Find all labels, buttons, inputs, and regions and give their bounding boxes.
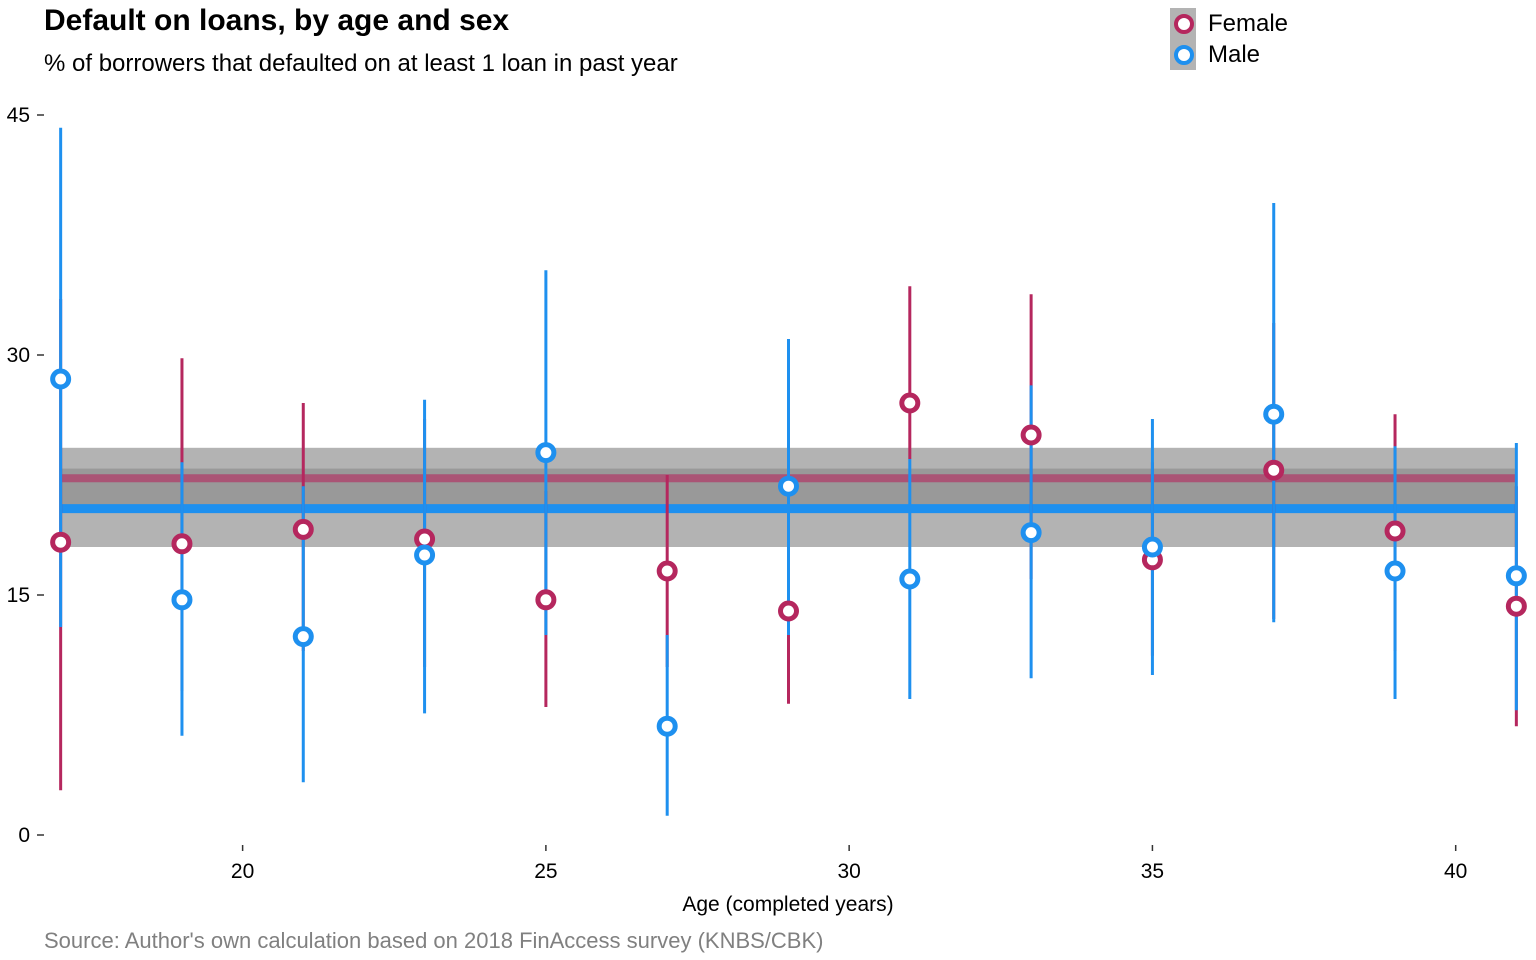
x-axis: 20 25 30 35 40 bbox=[231, 845, 1467, 883]
data-point bbox=[1505, 595, 1527, 617]
legend-item-male: Male bbox=[1170, 39, 1288, 70]
source-caption: Source: Author's own calculation based o… bbox=[44, 928, 824, 953]
data-point bbox=[414, 544, 436, 566]
chart-subtitle: % of borrowers that defaulted on at leas… bbox=[44, 50, 678, 77]
data-point bbox=[171, 533, 193, 555]
data-point bbox=[1384, 520, 1406, 542]
data-point bbox=[50, 531, 72, 553]
legend-item-female: Female bbox=[1170, 8, 1288, 39]
data-point bbox=[171, 589, 193, 611]
data-point bbox=[1141, 536, 1163, 558]
data-point bbox=[778, 475, 799, 497]
legend-label-male: Male bbox=[1208, 40, 1261, 68]
y-tick-label: 45 bbox=[7, 104, 30, 127]
x-tick-label: 25 bbox=[534, 860, 557, 883]
data-point bbox=[535, 442, 557, 464]
data-point bbox=[1384, 560, 1406, 582]
x-tick-label: 40 bbox=[1444, 860, 1467, 883]
data-point bbox=[899, 392, 921, 414]
data-point bbox=[292, 626, 314, 648]
data-point bbox=[1505, 565, 1527, 587]
data-point bbox=[656, 715, 678, 737]
data-point bbox=[899, 568, 921, 590]
data-point bbox=[535, 589, 557, 611]
legend-key-female bbox=[1170, 8, 1196, 39]
legend: Female Male bbox=[1170, 8, 1288, 70]
data-point bbox=[656, 560, 678, 582]
x-tick-label: 35 bbox=[1141, 860, 1164, 883]
points-male bbox=[50, 368, 1527, 737]
legend-label-female: Female bbox=[1208, 9, 1289, 37]
y-tick-label: 30 bbox=[7, 344, 30, 367]
y-tick-label: 15 bbox=[7, 584, 30, 607]
data-point bbox=[778, 600, 799, 622]
y-axis: 0 15 30 45 bbox=[7, 104, 44, 847]
data-point bbox=[292, 518, 314, 540]
data-point bbox=[1263, 403, 1285, 425]
x-axis-title: Age (completed years) bbox=[682, 893, 893, 916]
legend-key-male bbox=[1170, 39, 1196, 70]
data-point bbox=[1263, 459, 1285, 481]
x-tick-label: 30 bbox=[837, 860, 860, 883]
data-point bbox=[1020, 522, 1042, 544]
data-point bbox=[1020, 424, 1042, 446]
data-point bbox=[50, 368, 72, 390]
chart-title: Default on loans, by age and sex bbox=[44, 4, 510, 37]
x-tick-label: 20 bbox=[231, 860, 254, 883]
y-tick-label: 0 bbox=[18, 824, 30, 847]
